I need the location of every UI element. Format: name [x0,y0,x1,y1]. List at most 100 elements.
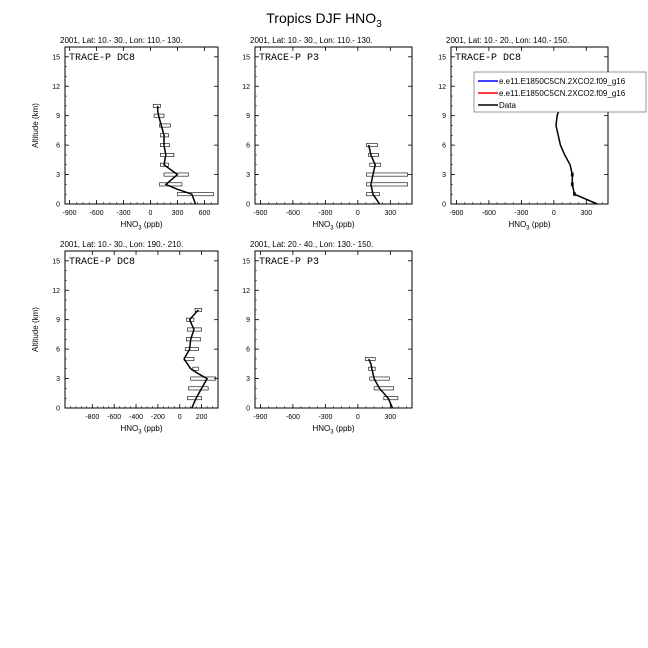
legend-label: e.e11.E1850C5CN.2XCO2.f09_g16 [499,77,626,86]
y-tick-label: 3 [246,172,250,179]
range-box [365,357,376,361]
x-axis-label: HNO3 (ppb) [508,220,550,232]
range-box [373,386,394,391]
x-tick-label: -800 [85,414,99,421]
range-box [366,143,378,148]
y-tick-label: 6 [246,143,250,150]
y-tick-label: 9 [442,113,446,120]
panel-header: 2001, Lat: 10.- 30., Lon: 110.- 130. [250,36,373,45]
x-tick-label: -400 [129,414,143,421]
x-tick-label: 0 [552,210,556,217]
range-box [184,347,199,352]
y-tick-label: 9 [246,113,250,120]
x-tick-label: 300 [172,210,184,217]
range-box [366,182,408,187]
panel-header: 2001, Lat: 10.- 30., Lon: 110.- 130. [60,36,183,45]
y-tick-label: 0 [56,406,60,413]
x-tick-label: -600 [286,210,300,217]
plot-frame [254,46,413,205]
panel-header: 2001, Lat: 10.- 30., Lon: 190.- 210. [60,240,183,249]
x-tick-label: -300 [318,414,332,421]
range-box [369,376,390,381]
y-tick-label: 3 [56,172,60,179]
chart-panel-2: 2001, Lat: 10.- 30., Lon: 110.- 130. TRAC… [242,36,413,232]
chart-panel-5: 2001, Lat: 20.- 40., Lon: 130.- 150. TRAC… [242,240,413,436]
y-tick-label: 12 [52,288,60,295]
panel-label: TRACE-P P3 [259,257,319,268]
x-tick-label: -600 [482,210,496,217]
panel-label: TRACE-P DC8 [455,53,521,64]
y-tick-label: 15 [52,54,60,61]
y-tick-label: 3 [442,172,446,179]
y-axis-label: Altitude (km) [31,103,40,148]
range-box [187,396,202,401]
y-tick-label: 6 [56,143,60,150]
figure-title: Tropics DJF HNO3 [266,10,382,30]
y-tick-label: 6 [56,347,60,354]
y-tick-label: 3 [246,376,250,383]
range-box [187,327,202,332]
chart-panel-4: 2001, Lat: 10.- 30., Lon: 190.- 210. TRAC… [31,240,219,436]
panel-label: TRACE-P P3 [259,53,319,64]
y-tick-label: 3 [56,376,60,383]
y-tick-label: 6 [246,347,250,354]
profile-line [156,105,197,205]
plot-frame [64,46,219,205]
legend-label: e.e11.E1850C5CN.2XCO2.f09_g16 [499,89,626,98]
x-tick-label: 0 [356,210,360,217]
panel-header: 2001, Lat: 10.- 20., Lon: 140.- 150. [446,36,569,45]
y-tick-label: 0 [246,406,250,413]
y-tick-label: 15 [242,54,250,61]
x-axis-label: HNO3 (ppb) [312,424,354,436]
plot-frame [450,46,609,205]
y-tick-label: 9 [56,317,60,324]
x-tick-label: 600 [199,210,211,217]
legend: e.e11.E1850C5CN.2XCO2.f09_g16 e.e11.E1850… [473,71,647,113]
x-tick-label: 0 [149,210,153,217]
y-tick-label: 9 [56,113,60,120]
y-tick-label: 15 [52,258,60,265]
y-tick-label: 15 [438,54,446,61]
x-tick-label: 300 [385,210,397,217]
x-tick-label: 300 [581,210,593,217]
range-box [368,153,379,157]
x-tick-label: -900 [449,210,463,217]
x-tick-label: -300 [514,210,528,217]
range-box [159,182,183,187]
x-tick-label: 0 [356,414,360,421]
x-tick-label: -200 [151,414,165,421]
y-axis-label: Altitude (km) [31,307,40,352]
y-tick-label: 12 [438,84,446,91]
chart-panel-1: 2001, Lat: 10.- 30., Lon: 110.- 130. TRAC… [31,36,219,232]
legend-box [473,71,647,113]
y-tick-label: 0 [246,202,250,209]
x-tick-label: 300 [385,414,397,421]
x-tick-label: -300 [116,210,130,217]
y-tick-label: 0 [56,202,60,209]
x-tick-label: -300 [318,210,332,217]
range-box [160,153,175,157]
x-axis-label: HNO3 (ppb) [120,424,162,436]
profile-line [368,358,394,409]
y-tick-label: 12 [52,84,60,91]
profile-line [555,105,598,205]
x-axis-label: HNO3 (ppb) [312,220,354,232]
x-tick-label: 200 [196,414,208,421]
range-box [383,396,399,401]
x-axis-label: HNO3 (ppb) [120,220,162,232]
y-tick-label: 0 [442,202,446,209]
x-tick-label: -600 [286,414,300,421]
chart-panel-3: 2001, Lat: 10.- 20., Lon: 140.- 150. TRAC… [438,36,609,232]
panel-label: TRACE-P DC8 [69,53,135,64]
range-box [188,386,209,391]
range-box [186,337,201,342]
y-tick-label: 12 [242,84,250,91]
plot-frame [64,250,219,409]
range-box [177,192,214,197]
range-box [192,366,199,371]
y-tick-label: 6 [442,143,446,150]
profile-line [183,309,208,409]
x-tick-label: -900 [253,414,267,421]
plot-frame [254,250,413,409]
panel-label: TRACE-P DC8 [69,257,135,268]
